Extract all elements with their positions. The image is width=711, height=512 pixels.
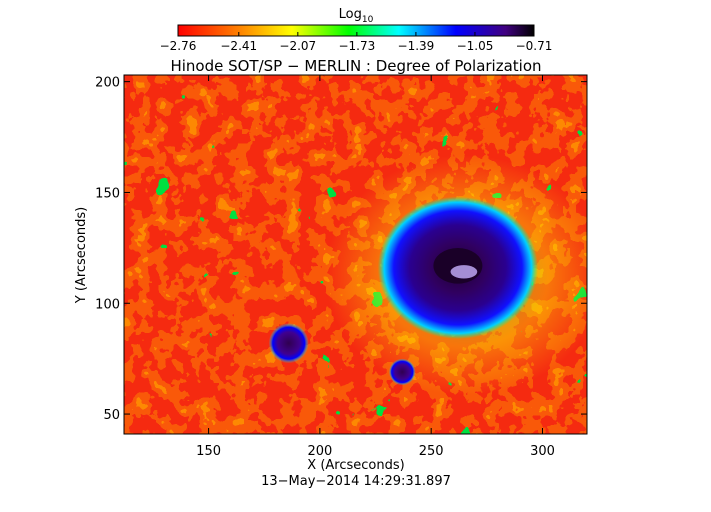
timestamp: 13−May−2014 14:29:31.897 [261, 474, 451, 489]
y-tick-label: 100 [95, 297, 120, 312]
colorbar-label: Log10 [339, 7, 374, 25]
sunspot-umbra [433, 247, 483, 284]
sunspot-light-bridge [450, 265, 478, 279]
colorbar-ticks: −2.76 −2.41 −2.07 −1.73 −1.39 −1.05 −0.71 [160, 32, 553, 53]
pore [388, 358, 416, 386]
x-tick-label: 250 [419, 444, 444, 459]
colorbar-label-sub: 10 [362, 15, 374, 25]
y-tick-label: 150 [95, 186, 120, 201]
colorbar-tick-label: −1.73 [338, 39, 375, 53]
plot-frame [123, 74, 588, 435]
colorbar: Log10 −2.76 −2.41 −2.07 −1.73 −1.39 −1.05 −0.7… [160, 7, 553, 53]
colorbar-tick-label: −0.71 [516, 39, 553, 53]
colorbar-gradient [177, 24, 535, 37]
y-axis-label: Y (Arcseconds) [74, 207, 89, 304]
pore [268, 323, 309, 364]
x-axis-label: X (Arcseconds) [307, 458, 404, 473]
colorbar-tick-label: −2.41 [220, 39, 257, 53]
x-tick-label: 300 [530, 444, 555, 459]
colorbar-label-base: Log [339, 7, 362, 22]
colorbar-tick-label: −2.76 [160, 39, 197, 53]
axis-ticks: 150 200 250 300 50 100 150 200 [95, 75, 587, 459]
chart-title: Hinode SOT/SP − MERLIN : Degree of Polar… [170, 57, 541, 75]
y-tick-label: 50 [103, 408, 120, 423]
colorbar-tick-label: −1.05 [457, 39, 494, 53]
colorbar-tick-label: −2.07 [279, 39, 316, 53]
x-tick-label: 200 [307, 444, 332, 459]
y-tick-label: 200 [95, 76, 120, 91]
x-tick-label: 150 [196, 444, 221, 459]
colorbar-tick-label: −1.39 [398, 39, 435, 53]
features [268, 196, 539, 386]
heatmap-image [124, 75, 587, 434]
